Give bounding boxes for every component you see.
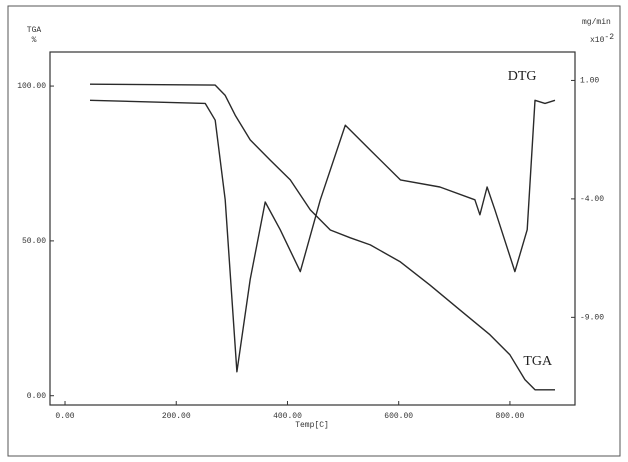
y2-exponent: -2	[604, 33, 614, 42]
y-tick-label: 50.00	[22, 237, 46, 246]
y2-unit: x10	[590, 36, 605, 45]
annotation: TGA	[523, 354, 553, 369]
y2-axis-label: mg/min	[582, 18, 611, 27]
x-tick-label: 600.00	[384, 412, 413, 421]
data-line	[89, 83, 555, 391]
data-line	[89, 99, 556, 373]
y2-tick-label: -4.00	[580, 195, 604, 204]
plot-frame	[49, 51, 576, 406]
y-tick-label: 0.00	[27, 392, 46, 401]
x-tick-label: 800.00	[496, 412, 525, 421]
x-tick-label: 0.00	[55, 412, 74, 421]
y-axis-label: TGA	[27, 26, 42, 35]
annotation: DTG	[508, 69, 537, 84]
y2-tick-label: 1.00	[580, 77, 599, 86]
y2-tick-label: -9.00	[580, 313, 604, 322]
outer-border	[7, 5, 621, 457]
y2-axis-unit: x10-2	[590, 33, 614, 45]
y-axis-unit: %	[32, 36, 37, 45]
x-tick-label: 400.00	[273, 412, 302, 421]
x-tick-label: 200.00	[162, 412, 191, 421]
y-tick-label: 100.00	[17, 82, 46, 91]
x-axis-label: Temp[C]	[295, 421, 329, 430]
